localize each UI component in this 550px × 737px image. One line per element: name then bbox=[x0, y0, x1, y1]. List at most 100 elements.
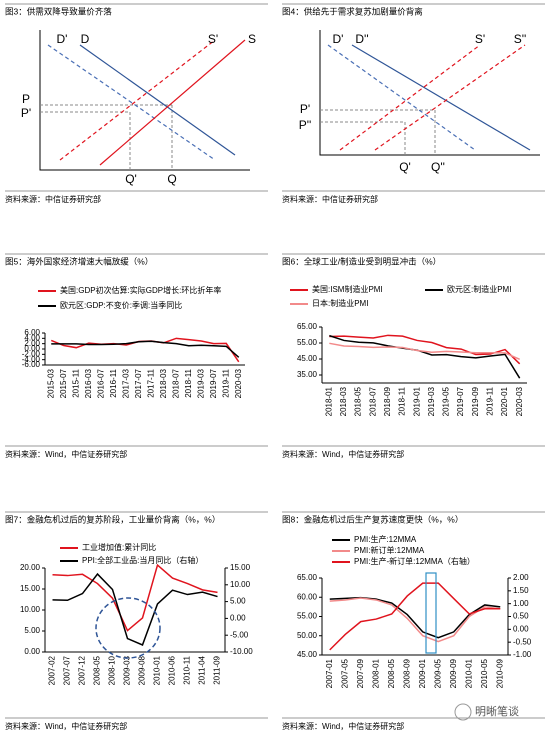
source-note: 资料来源：Wind，中信证券研究部 bbox=[5, 721, 127, 731]
y-tick-label: 50.00 bbox=[297, 631, 318, 640]
y-tick-label: -2.00 bbox=[22, 349, 41, 358]
x-tick-label: 2010-01 bbox=[464, 658, 473, 688]
diagram-label: Q' bbox=[399, 160, 411, 174]
series-line bbox=[52, 572, 218, 646]
x-tick-label: 2018-03 bbox=[339, 386, 348, 416]
x-tick-label: 2015-03 bbox=[46, 368, 55, 398]
x-tick-label: 2016-03 bbox=[84, 368, 93, 398]
y-tick-label: 5.00 bbox=[24, 626, 40, 635]
figure-title: 图4：供给先于需求复苏加剧量价背离 bbox=[282, 6, 423, 16]
x-tick-label: 2019-11 bbox=[221, 368, 230, 397]
x-tick-label: 2020-03 bbox=[515, 386, 524, 416]
series-line bbox=[329, 597, 501, 643]
y-tick-label: 6.00 bbox=[24, 328, 40, 337]
y2-tick-label: 0.00 bbox=[513, 624, 529, 633]
y-tick-label: 20.00 bbox=[20, 563, 41, 572]
x-tick-label: 2020-01 bbox=[500, 386, 509, 416]
y2-tick-label: 1.00 bbox=[513, 599, 529, 608]
x-tick-label: 2020-03 bbox=[234, 368, 243, 398]
x-tick-label: 2008-05 bbox=[93, 655, 102, 685]
x-tick-label: 2019-01 bbox=[412, 386, 421, 416]
x-tick-label: 2008-01 bbox=[371, 658, 380, 688]
y-tick-label: 35.00 bbox=[297, 370, 318, 379]
y2-tick-label: 0.50 bbox=[513, 612, 529, 621]
x-tick-label: 2009-01 bbox=[418, 658, 427, 688]
series-line bbox=[51, 340, 240, 358]
diagram-label: S' bbox=[475, 32, 485, 46]
legend-label: 美国:ISM制造业PMI bbox=[312, 284, 383, 294]
diagram-label: D'' bbox=[355, 32, 368, 46]
curve bbox=[47, 44, 216, 161]
diagram-label: D bbox=[81, 32, 90, 46]
x-tick-label: 2009-03 bbox=[123, 655, 132, 685]
x-tick-label: 2010-09 bbox=[495, 658, 504, 688]
x-tick-label: 2019-07 bbox=[209, 368, 218, 398]
source-note: 资料来源：Wind，中信证券研究部 bbox=[282, 449, 404, 459]
series-line bbox=[329, 334, 521, 365]
watermark-icon bbox=[454, 703, 472, 721]
watermark: 明晰笔谈 bbox=[475, 704, 519, 718]
highlight-ellipse bbox=[95, 597, 161, 659]
diagram-label: S'' bbox=[514, 32, 527, 46]
y-tick-label: 4.00 bbox=[24, 333, 40, 342]
y2-tick-label: 15.00 bbox=[230, 563, 251, 572]
diagram-label: Q bbox=[167, 172, 176, 186]
figure-title: 图6：全球工业/制造业受到明显冲击（%） bbox=[282, 256, 441, 266]
series-line bbox=[329, 596, 501, 639]
x-tick-label: 2015-11 bbox=[71, 368, 80, 397]
y2-tick-label: 1.50 bbox=[513, 586, 529, 595]
x-tick-label: 2008-05 bbox=[387, 658, 396, 688]
x-tick-label: 2017-11 bbox=[146, 368, 155, 397]
x-tick-label: 2017-07 bbox=[134, 368, 143, 398]
curve bbox=[79, 44, 236, 156]
y2-tick-label: 10.00 bbox=[230, 580, 251, 589]
diagram-label: P bbox=[22, 92, 30, 106]
legend-label: PMI:新订单:12MMA bbox=[354, 545, 425, 555]
series-line bbox=[329, 582, 501, 651]
diagram-label: D' bbox=[57, 32, 68, 46]
x-tick-label: 2010-06 bbox=[168, 655, 177, 685]
x-tick-label: 2018-07 bbox=[368, 386, 377, 416]
series-line bbox=[329, 334, 521, 379]
y-tick-label: 45.00 bbox=[297, 650, 318, 659]
x-tick-label: 2019-05 bbox=[442, 386, 451, 416]
figure-title: 图5：海外国家经济增速大幅放缓（%） bbox=[5, 256, 153, 266]
y-tick-label: 45.00 bbox=[297, 354, 318, 363]
figure-title: 图7：金融危机过后的复苏阶段，工业量价背离（%，%） bbox=[5, 514, 220, 524]
x-tick-label: 2019-07 bbox=[456, 386, 465, 416]
y-tick-label: 10.00 bbox=[20, 605, 41, 614]
x-tick-label: 2009-05 bbox=[433, 658, 442, 688]
y-tick-label: 0.00 bbox=[24, 344, 40, 353]
legend-label: PPI:全部工业品:当月同比（右轴） bbox=[82, 555, 203, 565]
diagram-label: Q' bbox=[125, 172, 137, 186]
curve bbox=[374, 44, 526, 151]
x-tick-label: 2017-03 bbox=[121, 368, 130, 398]
y2-tick-label: 5.00 bbox=[230, 597, 246, 606]
x-tick-label: 2019-11 bbox=[486, 386, 495, 415]
highlight-box bbox=[425, 572, 437, 654]
x-tick-label: 2009-09 bbox=[449, 658, 458, 688]
y-tick-label: -4.00 bbox=[22, 355, 41, 364]
diagram-label: S' bbox=[208, 32, 218, 46]
legend-label: PMI:生产:12MMA bbox=[354, 534, 417, 544]
y2-tick-label: -0.50 bbox=[513, 637, 532, 646]
x-tick-label: 2008-09 bbox=[402, 658, 411, 688]
x-tick-label: 2007-12 bbox=[78, 655, 87, 685]
diagram-label: S bbox=[248, 32, 256, 46]
x-tick-label: 2007-05 bbox=[340, 658, 349, 688]
x-tick-label: 2019-09 bbox=[471, 386, 480, 416]
x-tick-label: 2009-08 bbox=[138, 655, 147, 685]
x-tick-label: 2019-03 bbox=[427, 386, 436, 416]
y-tick-label: 15.00 bbox=[20, 584, 41, 593]
x-tick-label: 2010-05 bbox=[480, 658, 489, 688]
x-tick-label: 2011-09 bbox=[213, 655, 222, 684]
legend-label: PMI:生产-新订单:12MMA（右轴） bbox=[354, 556, 475, 566]
curve bbox=[99, 39, 246, 166]
y2-tick-label: 2.00 bbox=[513, 573, 529, 582]
x-tick-label: 2007-02 bbox=[48, 655, 57, 685]
x-tick-label: 2018-03 bbox=[159, 368, 168, 398]
source-note: 资料来源：中信证券研究部 bbox=[5, 194, 101, 204]
diagram-label: P'' bbox=[299, 118, 312, 132]
x-tick-label: 2007-07 bbox=[63, 655, 72, 685]
x-tick-label: 2016-07 bbox=[96, 368, 105, 398]
